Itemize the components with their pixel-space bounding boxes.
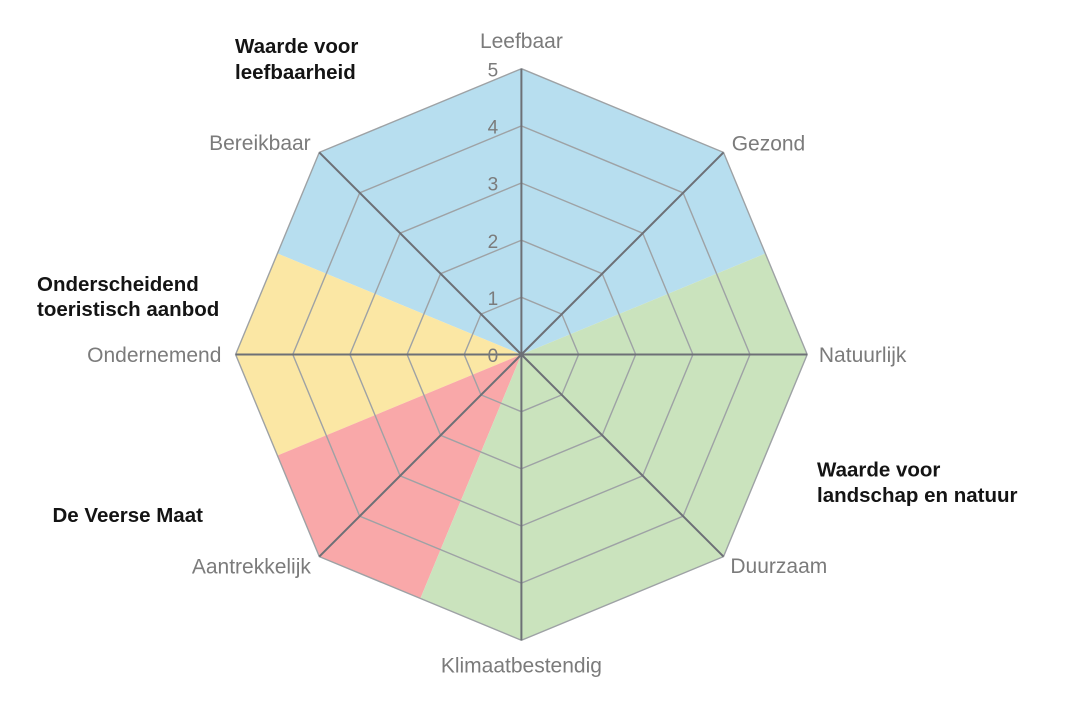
svg-text:1: 1 (488, 289, 499, 310)
svg-text:Bereikbaar: Bereikbaar (209, 132, 311, 155)
svg-text:0: 0 (488, 346, 499, 367)
svg-text:landschap en natuur: landschap en natuur (817, 484, 1017, 507)
svg-text:2: 2 (488, 232, 499, 253)
svg-text:Waarde voor: Waarde voor (817, 458, 940, 481)
svg-text:Duurzaam: Duurzaam (730, 555, 827, 578)
svg-text:Leefbaar: Leefbaar (480, 30, 563, 53)
svg-text:Gezond: Gezond (732, 132, 806, 155)
svg-text:4: 4 (488, 118, 499, 139)
svg-text:5: 5 (488, 60, 499, 81)
svg-text:Waarde voor: Waarde voor (235, 35, 358, 58)
svg-text:toeristisch aanbod: toeristisch aanbod (37, 298, 219, 321)
svg-text:Klimaatbestendig: Klimaatbestendig (441, 655, 602, 678)
svg-text:leefbaarheid: leefbaarheid (235, 61, 356, 84)
svg-text:De Veerse Maat: De Veerse Maat (53, 504, 204, 527)
svg-text:Aantrekkelijk: Aantrekkelijk (192, 556, 312, 579)
svg-text:Ondernemend: Ondernemend (87, 344, 221, 367)
svg-text:Onderscheidend: Onderscheidend (37, 273, 199, 296)
svg-text:3: 3 (488, 175, 499, 196)
svg-text:Natuurlijk: Natuurlijk (819, 344, 907, 367)
